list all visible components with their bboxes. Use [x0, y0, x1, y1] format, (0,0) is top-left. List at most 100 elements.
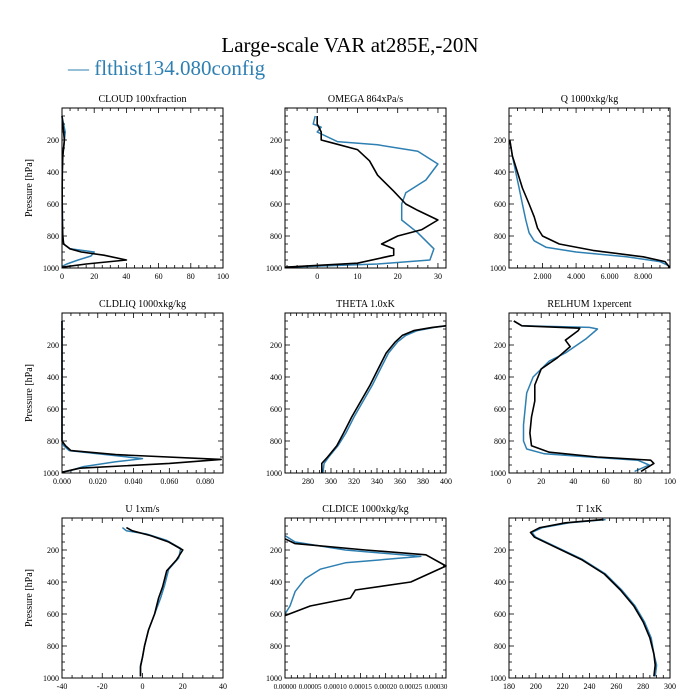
model-series-line — [284, 115, 439, 268]
x-tick-label: 300 — [325, 477, 337, 486]
x-tick-label: 0.00005 — [299, 683, 322, 691]
x-tick-label: 0.00020 — [374, 683, 397, 691]
y-tick-label: 1000 — [266, 674, 282, 683]
x-tick-label: 260 — [610, 682, 622, 691]
reference-series-line — [284, 116, 439, 268]
y-tick-label: 200 — [47, 546, 59, 555]
y-tick-label: 200 — [47, 341, 59, 350]
panel-title: CLDICE 1000xkg/kg — [322, 504, 408, 515]
chart-panel: THETA 1.0xK 200 400 600 800 1000 280 300 320 340 3… — [266, 299, 452, 486]
y-tick-label: 600 — [270, 200, 282, 209]
x-tick-label: 0.080 — [196, 477, 214, 486]
plot-frame — [61, 107, 224, 269]
panel-title: OMEGA 864xPa/s — [328, 94, 403, 105]
model-series-line — [322, 325, 447, 474]
y-tick-label: 200 — [270, 546, 282, 555]
y-tick-label: 200 — [270, 341, 282, 350]
y-tick-label: 800 — [47, 232, 59, 241]
y-tick-label: 600 — [47, 405, 59, 414]
x-tick-label: 0 — [315, 272, 319, 281]
plot-frame — [508, 517, 671, 679]
x-tick-label: 20 — [90, 272, 98, 281]
plot-frame — [284, 517, 447, 679]
y-tick-label: 600 — [47, 610, 59, 619]
y-tick-label: 200 — [494, 546, 506, 555]
plot-frame — [508, 107, 671, 269]
x-tick-label: 320 — [348, 477, 360, 486]
chart-panel: CLDICE 1000xkg/kg 200 400 600 800 10000.00000… — [266, 504, 448, 691]
x-tick-label: 6.000 — [601, 272, 619, 281]
x-tick-label: 280 — [302, 477, 314, 486]
x-tick-label: 0.000 — [53, 477, 71, 486]
y-tick-label: 800 — [494, 232, 506, 241]
y-tick-label: 800 — [494, 437, 506, 446]
x-tick-label: 0.00025 — [399, 683, 422, 691]
figure-title: Large-scale VAR at285E,-20N — [221, 33, 479, 57]
y-tick-label: 400 — [494, 578, 506, 587]
y-tick-label: 800 — [494, 642, 506, 651]
x-tick-label: 20 — [394, 272, 402, 281]
y-tick-label: 1000 — [490, 469, 506, 478]
panel-title: T 1xK — [577, 504, 603, 515]
plot-frame — [508, 312, 671, 474]
y-axis-label: Pressure [hPa] — [24, 364, 35, 422]
x-tick-label: 20 — [537, 477, 545, 486]
model-series-line — [284, 534, 422, 615]
y-axis-label: Pressure [hPa] — [24, 159, 35, 217]
panel-title: U 1xm/s — [125, 504, 159, 515]
panel-title: RELHUM 1xpercent — [547, 299, 631, 310]
y-tick-label: 800 — [270, 232, 282, 241]
x-tick-label: -20 — [97, 682, 108, 691]
x-tick-label: 340 — [371, 477, 383, 486]
x-tick-label: 360 — [394, 477, 406, 486]
chart-panel: Q 1000xkg/kg 200 400 600 800 1000 2.000 4.000 6.… — [490, 94, 671, 281]
y-tick-label: 200 — [494, 341, 506, 350]
reference-series-line — [126, 526, 184, 677]
x-tick-label: 60 — [602, 477, 610, 486]
x-tick-label: 0.00030 — [425, 683, 448, 691]
x-tick-label: 0.00015 — [349, 683, 372, 691]
reference-series-line — [284, 538, 447, 617]
y-tick-label: 200 — [494, 136, 506, 145]
x-tick-label: 60 — [155, 272, 163, 281]
panel-title: THETA 1.0xK — [336, 299, 395, 310]
reference-series-line — [61, 115, 128, 268]
x-tick-label: 80 — [634, 477, 642, 486]
y-tick-label: 200 — [270, 136, 282, 145]
model-series-line — [509, 139, 671, 269]
plot-frame — [284, 107, 447, 269]
x-tick-label: 8.000 — [634, 272, 652, 281]
model-series-line — [121, 527, 182, 677]
x-tick-label: 220 — [557, 682, 569, 691]
model-series-line — [61, 115, 95, 268]
y-tick-label: 800 — [47, 437, 59, 446]
panel-title: CLOUD 100xfraction — [98, 94, 186, 105]
x-tick-label: 280 — [637, 682, 649, 691]
x-tick-label: 240 — [584, 682, 596, 691]
x-tick-label: 30 — [434, 272, 442, 281]
x-tick-label: 100 — [664, 477, 676, 486]
x-tick-label: 80 — [187, 272, 195, 281]
chart-panel: U 1xm/s 200 400 600 800 1000-40 -20 0 20 40 Pressu… — [24, 504, 227, 691]
x-tick-label: 2.000 — [534, 272, 552, 281]
y-tick-label: 400 — [47, 168, 59, 177]
x-tick-label: 0.060 — [160, 477, 178, 486]
reference-series-line — [513, 320, 655, 473]
x-tick-label: 180 — [503, 682, 515, 691]
y-tick-label: 400 — [47, 373, 59, 382]
x-tick-label: 10 — [353, 272, 361, 281]
y-tick-label: 400 — [270, 373, 282, 382]
y-tick-label: 1000 — [43, 264, 59, 273]
x-tick-label: 40 — [122, 272, 130, 281]
legend-label: flthist134.080config — [94, 56, 266, 80]
legend-line-icon: — — [68, 56, 95, 80]
reference-series-line — [61, 321, 222, 473]
y-tick-label: 800 — [270, 437, 282, 446]
x-tick-label: 0.00010 — [324, 683, 347, 691]
legend-entry: — flthist134.080config — [68, 56, 265, 81]
y-tick-label: 1000 — [266, 264, 282, 273]
